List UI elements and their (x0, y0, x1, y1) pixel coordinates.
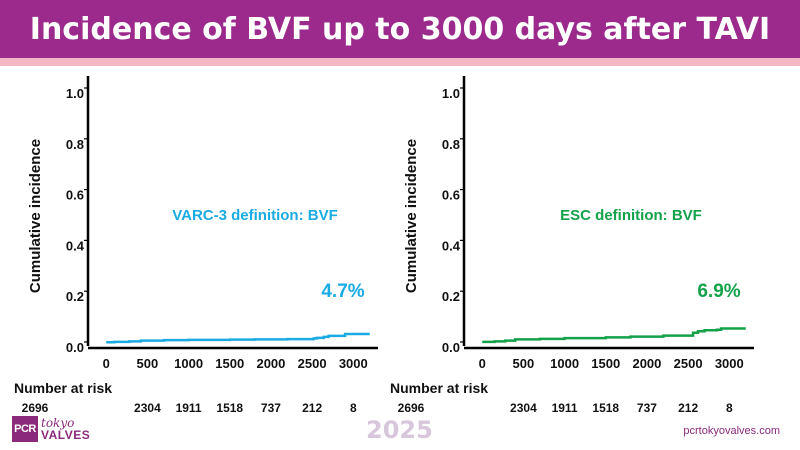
title-underline-strip (0, 58, 800, 66)
esc-x-tick-label: 3000 (715, 356, 744, 371)
esc-y-tick-label: 0.0 (442, 340, 460, 355)
chart-esc: Cumulative incidence 0.0 0.2 0.4 0.6 0.8 1.0 0 5… (376, 66, 776, 426)
esc-risk-value: 1911 (552, 401, 578, 415)
varc3-risk-value: 737 (261, 401, 281, 415)
varc3-risk-value: 8 (350, 401, 357, 415)
esc-definition-label: ESC definition: BVF (560, 207, 702, 224)
pcr-logo-box: PCR (12, 416, 38, 442)
esc-final-percentage: 6.9% (697, 281, 740, 302)
esc-y-tick-label: 0.2 (442, 289, 460, 304)
year-label: 2025 (366, 416, 433, 444)
varc3-x-tick-label: 500 (137, 356, 159, 371)
varc3-y-tick-label: 0.4 (66, 238, 85, 253)
pcr-tokyo-valves-logo: PCR tokyo VALVES (12, 415, 90, 443)
esc-y-tick-label: 0.4 (442, 238, 461, 253)
varc3-risk-value: 212 (302, 401, 322, 415)
varc3-y-tick-label: 0.2 (66, 289, 84, 304)
varc3-x-tick-label: 1500 (215, 356, 244, 371)
varc3-y-tick-label: 0.0 (66, 340, 84, 355)
esc-x-tick-label: 1000 (550, 356, 579, 371)
varc3-risk-table-title: Number at risk (14, 380, 112, 396)
chart-esc-svg: Cumulative incidence 0.0 0.2 0.4 0.6 0.8 1.0 0 5… (390, 76, 754, 415)
logo-text-tokyo: tokyo (41, 416, 75, 430)
varc3-x-tick-label: 2500 (298, 356, 327, 371)
esc-risk-value: 1518 (592, 401, 619, 415)
website-link[interactable]: pcrtokyovalves.com (683, 425, 780, 437)
varc3-x-tick-label: 3000 (339, 356, 368, 371)
esc-y-tick-label: 0.8 (442, 137, 460, 152)
esc-x-tick-label: 0 (479, 356, 486, 371)
esc-incidence-line (482, 327, 746, 344)
slide-title: Incidence of BVF up to 3000 days after T… (29, 11, 771, 47)
esc-risk-value: 2696 (398, 401, 425, 415)
varc3-final-percentage: 4.7% (321, 281, 364, 302)
esc-y-axis-label: Cumulative incidence (403, 139, 420, 293)
esc-risk-value: 212 (678, 401, 698, 415)
varc3-x-tick-label: 0 (103, 356, 110, 371)
varc3-risk-value: 1911 (176, 401, 202, 415)
varc3-y-tick-label: 0.8 (66, 137, 84, 152)
logo-text: tokyo VALVES (41, 417, 90, 441)
esc-x-tick-label: 2000 (632, 356, 661, 371)
esc-x-tick-label: 2500 (674, 356, 703, 371)
esc-x-tick-label: 1500 (591, 356, 620, 371)
chart-varc3: Cumulative incidence 0.0 0.2 0.4 0.6 0.8 1.0 0 5… (0, 66, 400, 426)
varc3-definition-label: VARC-3 definition: BVF (172, 207, 338, 224)
varc3-incidence-line (106, 332, 370, 344)
esc-risk-value: 8 (726, 401, 733, 415)
varc3-y-tick-label: 1.0 (66, 86, 84, 101)
esc-risk-table-title: Number at risk (390, 380, 488, 396)
esc-risk-value: 2304 (510, 401, 537, 415)
esc-y-tick-label: 0.6 (442, 188, 460, 203)
title-bar: Incidence of BVF up to 3000 days after T… (0, 0, 800, 58)
esc-risk-value: 737 (637, 401, 657, 415)
varc3-risk-value: 1518 (216, 401, 243, 415)
esc-y-tick-label: 1.0 (442, 86, 460, 101)
varc3-x-tick-label: 2000 (256, 356, 285, 371)
varc3-risk-value: 2696 (22, 401, 49, 415)
varc3-risk-value: 2304 (134, 401, 161, 415)
esc-x-tick-label: 500 (513, 356, 535, 371)
varc3-x-tick-label: 1000 (174, 356, 203, 371)
varc3-y-axis-label: Cumulative incidence (27, 139, 44, 293)
varc3-y-tick-label: 0.6 (66, 188, 84, 203)
chart-varc3-svg: Cumulative incidence 0.0 0.2 0.4 0.6 0.8 1.0 0 5… (14, 76, 378, 415)
logo-text-valves: VALVES (41, 428, 91, 442)
